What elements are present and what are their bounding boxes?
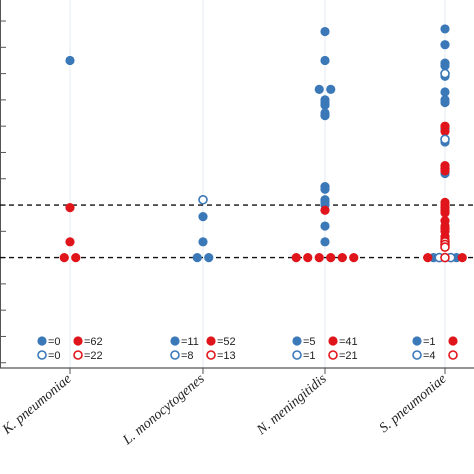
legend-marker-filled_red [206,336,216,346]
data-point-filled-blue [65,55,75,66]
data-point-filled-blue [320,237,330,247]
data-point-open-red [440,252,450,263]
legend-count-filled_red: =62 [84,336,103,348]
data-point-open-blue [440,68,450,79]
legend-count-open_blue: =8 [181,350,194,362]
data-point-filled-red [65,203,75,213]
data-point-filled-blue [440,97,450,108]
legend-marker-filled_blue [412,336,422,346]
data-point-filled-blue [320,184,330,194]
reference-lines [0,204,474,259]
legend-count-open_blue: =0 [48,350,61,362]
data-point-filled-blue [320,221,330,231]
legend-count-filled_blue: =1 [423,336,436,348]
legend-count-filled_blue: =11 [181,336,199,348]
legend-count-filled_red: =52 [217,336,236,348]
legend-marker-open_red [73,350,83,360]
data-point-filled-blue [440,61,450,71]
data-point-filled-blue [204,253,214,263]
legend-marker-filled_red [448,336,458,346]
legend: =0 =62 =0 =22 =11 =52 =8 =13 =5 =41 =1 =21 =1 =4 [37,336,458,362]
data-point-filled-blue [320,100,330,110]
legend-marker-filled_blue [170,336,180,346]
data-point-filled-blue [440,87,450,97]
data-point-filled-red [59,253,69,263]
data-point-open-red [440,242,450,252]
data-point-filled-blue [440,24,450,34]
data-point-filled-red [423,253,433,263]
data-point-filled-blue [440,40,450,50]
legend-count-open_blue: =1 [303,350,316,362]
data-point-open-blue [198,194,208,205]
data-point-filled-red [349,253,359,263]
legend-count-open_red: =13 [217,350,236,362]
legend-marker-open_red [328,350,338,360]
legend-count-open_blue: =4 [423,350,436,362]
data-point-filled-blue [320,111,330,121]
data-point-filled-red [440,208,450,218]
legend-marker-open_blue [170,350,180,360]
legend-marker-filled_red [73,336,83,346]
data-point-filled-red [457,253,467,263]
data-point-filled-red [326,253,336,263]
legend-marker-open_blue [37,350,47,360]
data-point-filled-red [320,205,330,215]
legend-count-filled_blue: =0 [48,336,61,348]
legend-count-filled_blue: =5 [303,336,316,348]
legend-count-open_red: =22 [84,350,103,362]
data-point-filled-blue [198,237,208,247]
legend-marker-filled_blue [292,336,302,346]
legend-marker-open_blue [292,350,302,360]
data-point-filled-red [65,237,75,247]
data-point-filled-red [314,253,324,263]
data-point-filled-red [291,253,301,263]
legend-count-filled_red: =41 [339,336,358,348]
data-point-filled-red [71,253,81,263]
legend-count-open_red: =21 [339,350,358,362]
data-point-filled-red [303,253,313,263]
data-point-open-blue [440,134,450,145]
data-point-filled-blue [320,55,330,66]
legend-marker-filled_blue [37,336,47,346]
data-point-filled-blue [198,211,208,222]
data-point-filled-blue [314,84,324,94]
data-point-filled-blue [326,84,336,94]
data-point-filled-red [440,166,450,176]
data-points [59,24,467,263]
data-point-filled-red [337,253,347,263]
legend-marker-open_red [206,350,216,360]
legend-marker-open_blue [412,350,422,360]
data-point-filled-blue [320,26,330,37]
legend-marker-open_red [448,350,458,360]
data-point-filled-red [440,126,450,137]
legend-marker-filled_red [328,336,338,346]
data-point-filled-blue [192,253,202,263]
